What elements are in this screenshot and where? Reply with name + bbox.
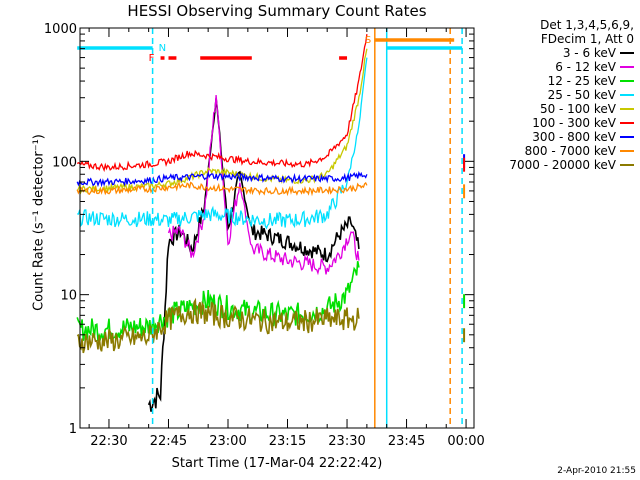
series-line-7 xyxy=(76,170,368,188)
series-line-6 xyxy=(76,34,368,173)
legend-entry-3: 12 - 25 keV xyxy=(482,74,634,88)
legend-entry-2: 6 - 12 keV xyxy=(482,60,634,74)
y-tick-label-4: 1000 xyxy=(44,22,77,37)
x-tick-label-6: 23:45 xyxy=(388,434,425,449)
series-line-5 xyxy=(76,48,368,195)
series-line-8 xyxy=(76,181,368,197)
legend: Det 1,3,4,5,6,9, FDecim 1, Att 0 3 - 6 k… xyxy=(482,18,634,172)
legend-swatch xyxy=(620,66,634,68)
x-tick-label-7: 00:00 xyxy=(447,434,484,449)
legend-entry-8: 800 - 7000 keV xyxy=(482,144,634,158)
legend-swatch xyxy=(620,52,634,54)
legend-label: 12 - 25 keV xyxy=(547,74,616,88)
series-line-1 xyxy=(147,98,360,412)
y-axis-label: Count Rate (s⁻¹ detector⁻¹) xyxy=(31,134,47,311)
y-tick-label-2: 10 xyxy=(60,289,77,304)
legend-label: 7000 - 20000 keV xyxy=(509,158,616,172)
legend-entry-5: 50 - 100 keV xyxy=(482,102,634,116)
x-tick-label-1: 22:30 xyxy=(90,434,127,449)
legend-label: 6 - 12 keV xyxy=(555,60,616,74)
legend-label: 800 - 7000 keV xyxy=(524,144,616,158)
legend-label: 25 - 50 keV xyxy=(547,88,616,102)
legend-swatch xyxy=(620,122,634,124)
x-tick-label-2: 22:45 xyxy=(150,434,187,449)
series-line-9 xyxy=(76,297,360,354)
legend-header-line-2: FDecim 1, Att 0 xyxy=(540,32,634,46)
night-flag-label: N xyxy=(159,43,166,54)
legend-swatch xyxy=(620,164,634,166)
legend-entry-1: 3 - 6 keV xyxy=(482,46,634,60)
y-tick-label-1: 1 xyxy=(69,422,77,437)
legend-entry-4: 25 - 50 keV xyxy=(482,88,634,102)
legend-label: 3 - 6 keV xyxy=(562,46,616,60)
saa-flag-label: S xyxy=(365,35,371,46)
series-line-4 xyxy=(77,57,368,230)
legend-label: 100 - 300 keV xyxy=(532,116,616,130)
flare-flag-label: F xyxy=(149,53,155,64)
y-tick-label-3: 100 xyxy=(52,155,77,170)
x-tick-label-3: 23:00 xyxy=(209,434,246,449)
series-line-3 xyxy=(76,261,360,342)
legend-swatch xyxy=(620,108,634,110)
legend-label: 50 - 100 keV xyxy=(539,102,616,116)
x-tick-label-5: 23:30 xyxy=(328,434,365,449)
legend-entry-9: 7000 - 20000 keV xyxy=(482,158,634,172)
legend-swatch xyxy=(620,80,634,82)
legend-entry-7: 300 - 800 keV xyxy=(482,130,634,144)
footer-date: 2-Apr-2010 21:55 xyxy=(557,466,636,476)
series-line-2 xyxy=(167,94,360,276)
legend-swatch xyxy=(620,94,634,96)
legend-swatch xyxy=(620,136,634,138)
legend-header-line-1: Det 1,3,4,5,6,9, xyxy=(540,18,634,32)
x-tick-label-4: 23:15 xyxy=(269,434,306,449)
chart-title: HESSI Observing Summary Count Rates xyxy=(127,2,427,20)
x-axis-label: Start Time (17-Mar-04 22:22:42) xyxy=(171,456,383,471)
legend-swatch xyxy=(620,150,634,152)
legend-label: 300 - 800 keV xyxy=(532,130,616,144)
plot-frame xyxy=(79,27,475,429)
legend-entry-6: 100 - 300 keV xyxy=(482,116,634,130)
